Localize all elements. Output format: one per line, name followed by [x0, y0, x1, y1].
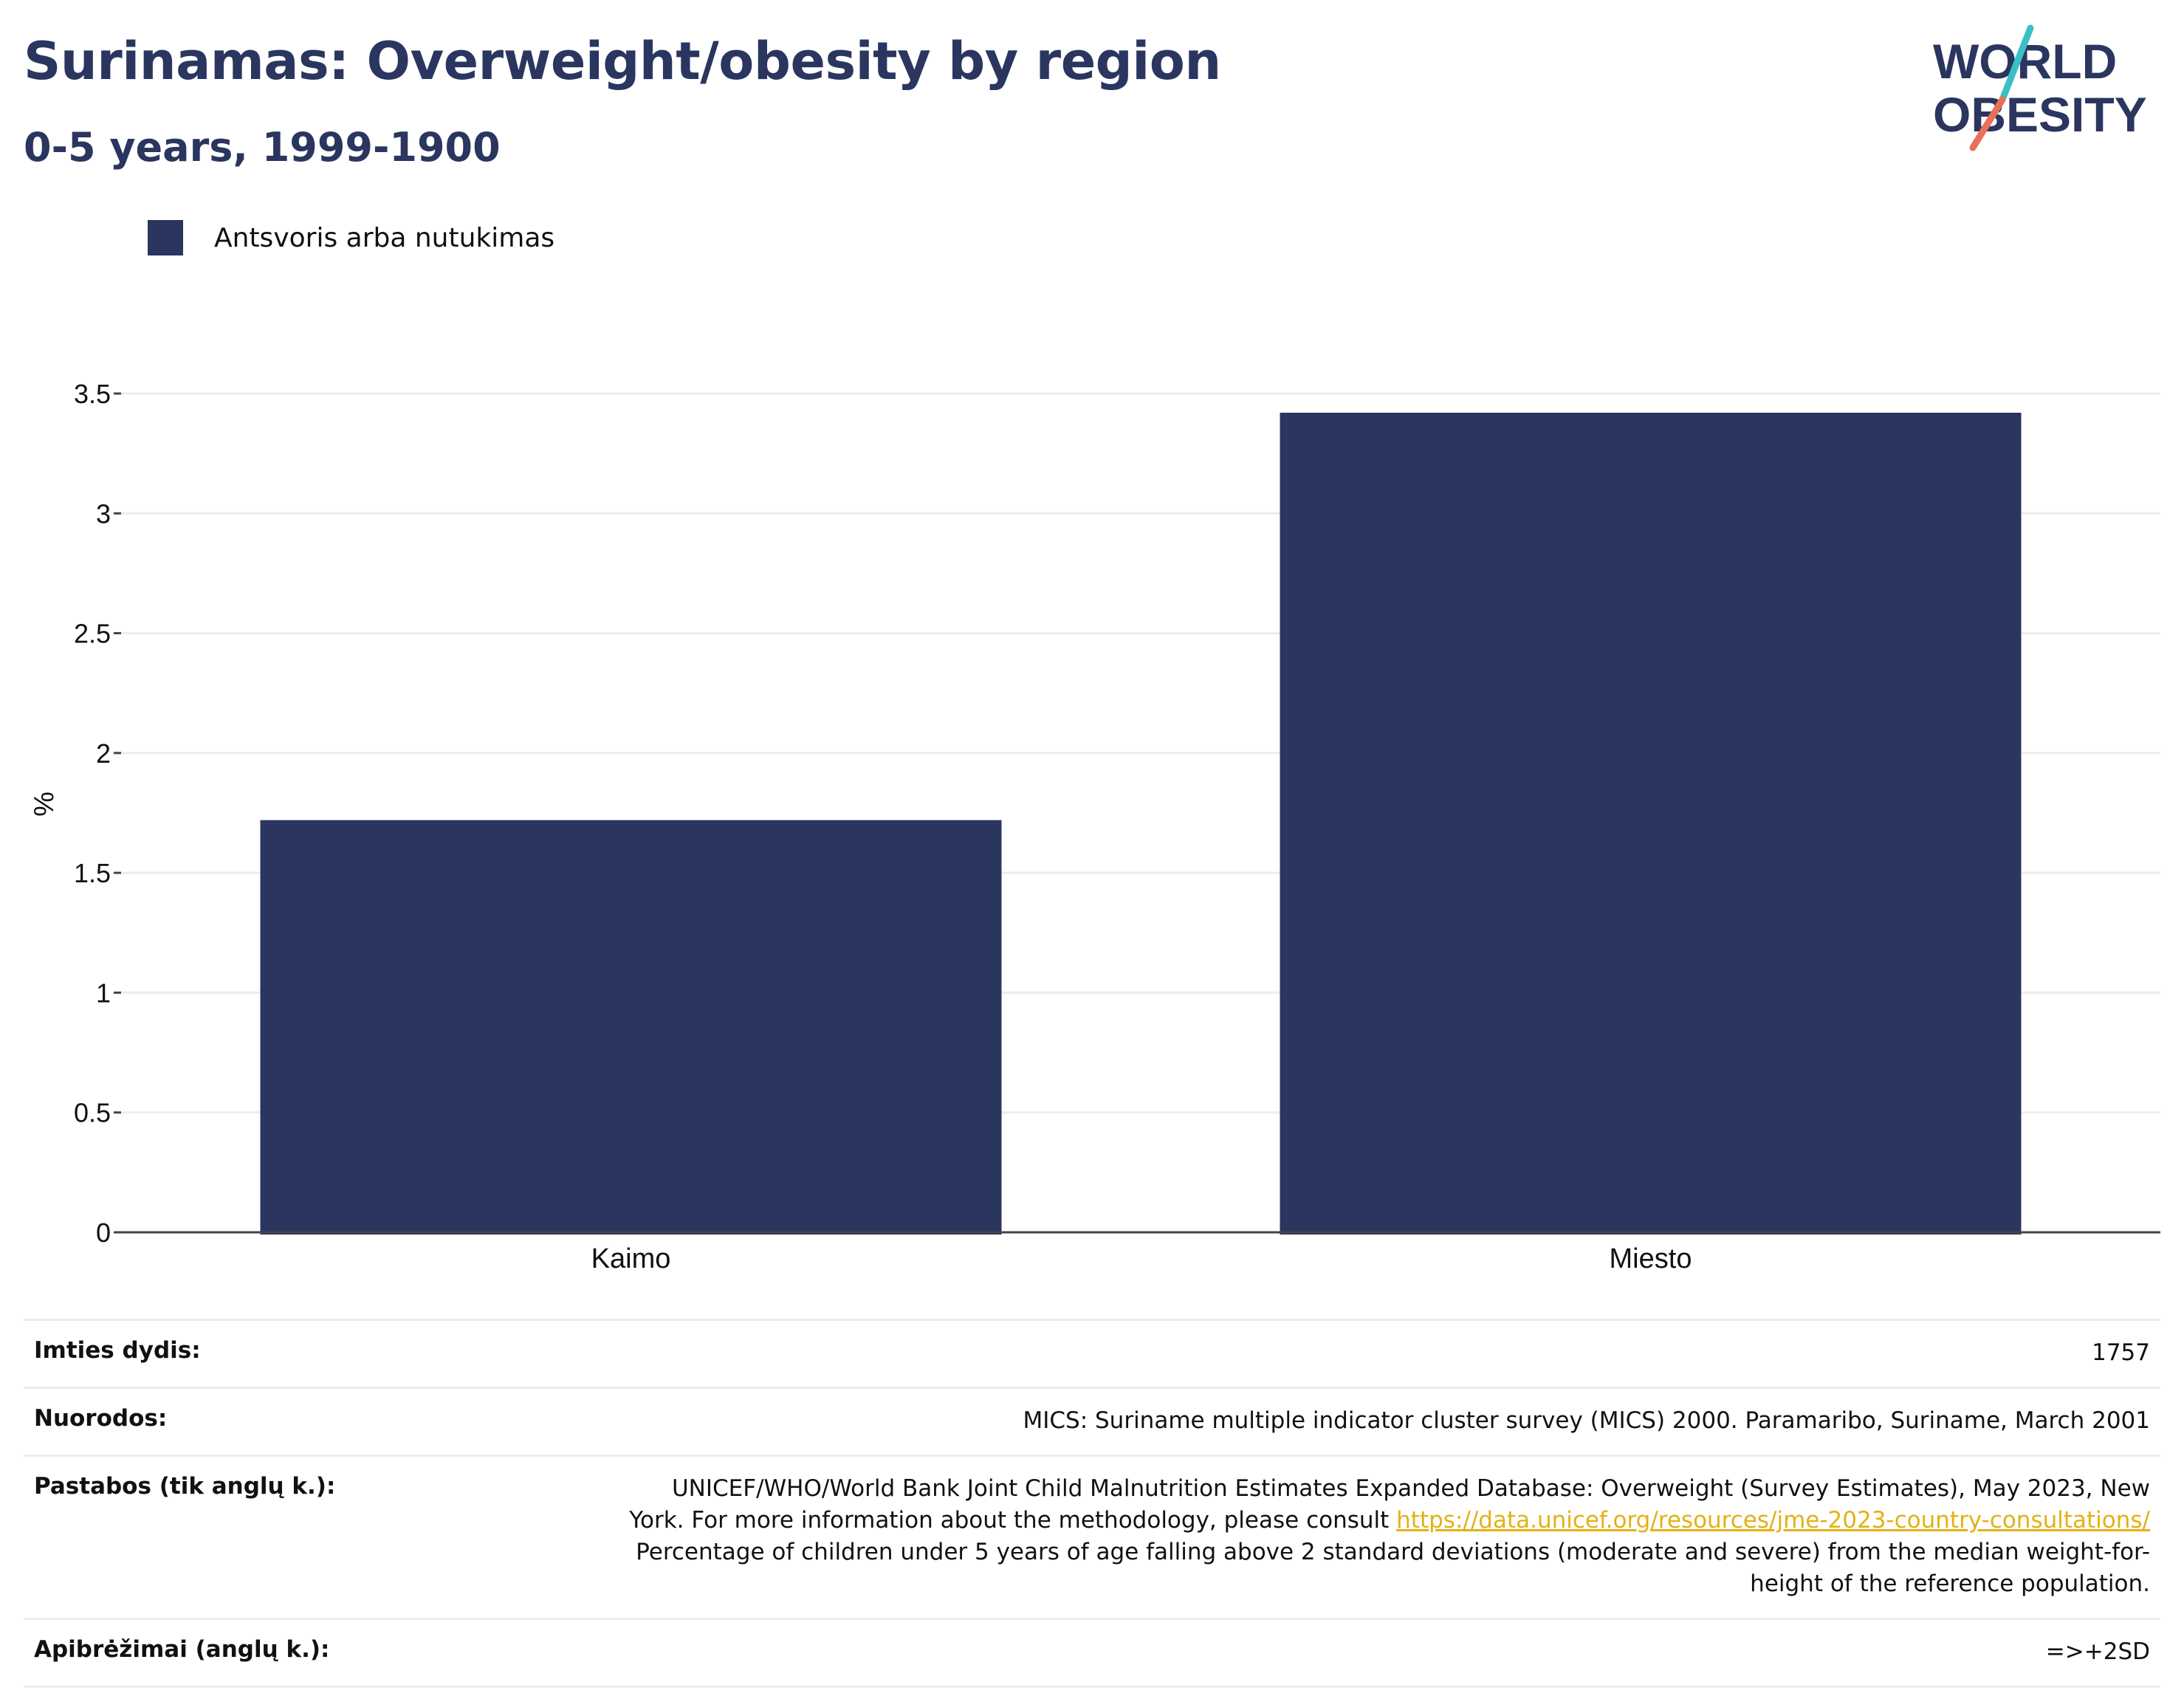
notes-link[interactable]: https://data.unicef.org/resources/jme-20…: [1396, 1507, 2150, 1534]
world-obesity-logo: WORLD OBESITY: [1933, 24, 2147, 151]
info-row-definitions: Apibrėžimai (anglų k.): =>+2SD: [24, 1618, 2160, 1688]
y-tick-label: 3: [96, 498, 111, 529]
legend-swatch: [148, 220, 183, 255]
y-tick-label: 1: [96, 978, 111, 1008]
info-table: Imties dydis: 1757 Nuorodos: MICS: Surin…: [24, 1319, 2160, 1688]
bar-chart: 0 0.5 1 1.5 2 2.5 3 3.5 Kaimo Miesto %: [29, 379, 2160, 1274]
notes-line-1: UNICEF/WHO/World Bank Joint Child Malnut…: [671, 1475, 2150, 1502]
references-value: MICS: Suriname multiple indicator cluste…: [566, 1387, 2160, 1457]
chart-legend: Antsvoris arba nutukimas: [148, 220, 554, 255]
notes-line-4: height of the reference population.: [1750, 1570, 2150, 1597]
definitions-value: =>+2SD: [566, 1618, 2160, 1688]
logo-text-obesity: OBESITY: [1933, 87, 2147, 142]
chart-title: Surinamas: Overweight/obesity by region: [24, 31, 1221, 92]
info-row-notes: Pastabos (tik anglų k.): UNICEF/WHO/Worl…: [24, 1455, 2160, 1620]
logo-slash-top: [1999, 24, 2034, 103]
y-tick-label: 0: [96, 1218, 111, 1248]
bars: [260, 412, 2022, 1235]
y-tick-label: 2: [96, 738, 111, 769]
x-tick-label: Miesto: [1610, 1243, 1692, 1274]
y-tick-label: 3.5: [74, 379, 111, 409]
bar-miesto[interactable]: [1280, 412, 2022, 1235]
info-row-references: Nuorodos: MICS: Suriname multiple indica…: [24, 1387, 2160, 1457]
sample-size-label: Imties dydis:: [24, 1319, 566, 1389]
chart-subtitle: 0-5 years, 1999-1900: [24, 124, 501, 171]
y-tick-label: 0.5: [74, 1098, 111, 1128]
x-axis-labels: Kaimo Miesto: [591, 1243, 1692, 1274]
legend-label: Antsvoris arba nutukimas: [214, 222, 555, 253]
logo-slash-bottom: [1969, 96, 2006, 151]
info-row-sample-size: Imties dydis: 1757: [24, 1319, 2160, 1389]
notes-line-2: York. For more information about the met…: [629, 1507, 1390, 1534]
sample-size-value: 1757: [566, 1319, 2160, 1389]
y-axis-title: %: [29, 792, 60, 817]
y-axis-ticks: 0 0.5 1 1.5 2 2.5 3 3.5: [74, 379, 121, 1248]
definitions-label: Apibrėžimai (anglų k.):: [24, 1618, 566, 1688]
notes-value: UNICEF/WHO/World Bank Joint Child Malnut…: [566, 1455, 2160, 1620]
y-tick-label: 2.5: [74, 619, 111, 649]
notes-line-3: Percentage of children under 5 years of …: [636, 1539, 2150, 1565]
x-tick-label: Kaimo: [591, 1243, 671, 1274]
y-tick-label: 1.5: [74, 858, 111, 888]
references-label: Nuorodos:: [24, 1387, 566, 1457]
notes-label: Pastabos (tik anglų k.):: [24, 1455, 566, 1620]
bar-kaimo[interactable]: [260, 820, 1002, 1235]
